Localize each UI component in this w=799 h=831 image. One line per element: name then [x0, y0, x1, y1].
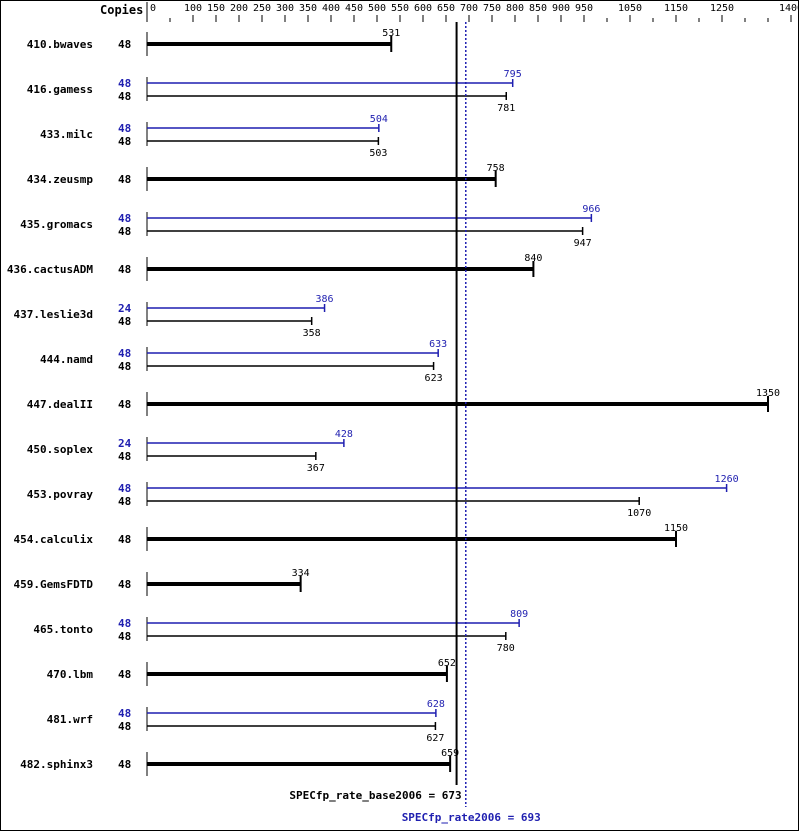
base-value: 1350 [756, 388, 780, 399]
tick-label: 550 [391, 3, 409, 14]
peak-value: 1260 [715, 474, 739, 485]
peak-copies: 48 [118, 617, 131, 630]
benchmark-name: 450.soplex [27, 443, 94, 456]
peak-copies: 48 [118, 77, 131, 90]
base-copies: 48 [118, 578, 131, 591]
peak-copies: 24 [118, 302, 132, 315]
base-copies: 48 [118, 315, 131, 328]
base-copies: 48 [118, 450, 131, 463]
peak-value: 633 [429, 339, 447, 350]
benchmark-name: 435.gromacs [20, 218, 93, 231]
base-copies: 48 [118, 90, 131, 103]
benchmark-name: 436.cactusADM [7, 263, 93, 276]
base-copies: 48 [118, 495, 131, 508]
peak-value: 428 [335, 429, 353, 440]
base-copies: 48 [118, 668, 131, 681]
base-copies: 48 [118, 225, 131, 238]
benchmark-name: 416.gamess [27, 83, 93, 96]
tick-label: 650 [437, 3, 455, 14]
base-value: 623 [425, 373, 443, 384]
base-copies: 48 [118, 173, 131, 186]
base-copies: 48 [118, 263, 131, 276]
base-copies: 48 [118, 398, 131, 411]
base-copies: 48 [118, 630, 131, 643]
peak-copies: 48 [118, 347, 131, 360]
peak-copies: 48 [118, 482, 131, 495]
tick-label: 500 [368, 3, 386, 14]
tick-label: 1150 [664, 3, 688, 14]
benchmark-name: 444.namd [40, 353, 93, 366]
base-copies: 48 [118, 360, 131, 373]
tick-label: 100 [184, 3, 202, 14]
tick-label: 350 [299, 3, 317, 14]
base-value: 652 [438, 658, 456, 669]
peak-value: 386 [316, 294, 334, 305]
benchmark-name: 437.leslie3d [14, 308, 93, 321]
base-copies: 48 [118, 758, 131, 771]
tick-label: 600 [414, 3, 432, 14]
base-value: 781 [497, 103, 515, 114]
tick-label: 0 [150, 3, 156, 14]
base-value: 627 [426, 733, 444, 744]
benchmark-name: 454.calculix [14, 533, 94, 546]
tick-label: 450 [345, 3, 363, 14]
benchmark-name: 459.GemsFDTD [14, 578, 94, 591]
benchmark-name: 433.milc [40, 128, 93, 141]
tick-label: 1400 [779, 3, 799, 14]
peak-mean-label: SPECfp_rate2006 = 693 [402, 811, 541, 824]
base-value: 503 [369, 148, 387, 159]
benchmark-name: 465.tonto [33, 623, 93, 636]
peak-copies: 48 [118, 122, 131, 135]
tick-label: 1050 [618, 3, 642, 14]
benchmark-name: 453.povray [27, 488, 94, 501]
base-value: 840 [524, 253, 542, 264]
base-value: 780 [497, 643, 515, 654]
base-copies: 48 [118, 720, 131, 733]
base-value: 659 [441, 748, 459, 759]
peak-copies: 48 [118, 212, 131, 225]
base-value: 334 [292, 568, 310, 579]
tick-label: 1250 [710, 3, 734, 14]
tick-label: 700 [460, 3, 478, 14]
benchmark-name: 410.bwaves [27, 38, 93, 51]
base-copies: 48 [118, 38, 131, 51]
base-value: 1150 [664, 523, 688, 534]
benchmark-name: 481.wrf [47, 713, 93, 726]
peak-value: 966 [582, 204, 600, 215]
tick-label: 850 [529, 3, 547, 14]
tick-label: 750 [483, 3, 501, 14]
tick-label: 300 [276, 3, 294, 14]
base-value: 531 [382, 28, 400, 39]
tick-label: 900 [552, 3, 570, 14]
peak-copies: 24 [118, 437, 132, 450]
peak-value: 504 [370, 114, 388, 125]
base-copies: 48 [118, 135, 131, 148]
peak-value: 628 [427, 699, 445, 710]
base-copies: 48 [118, 533, 131, 546]
peak-value: 795 [504, 69, 522, 80]
benchmark-name: 447.dealII [27, 398, 93, 411]
benchmark-name: 434.zeusmp [27, 173, 94, 186]
base-value: 1070 [627, 508, 651, 519]
peak-copies: 48 [118, 707, 131, 720]
tick-label: 150 [207, 3, 225, 14]
tick-label: 200 [230, 3, 248, 14]
tick-label: 400 [322, 3, 340, 14]
benchmark-name: 482.sphinx3 [20, 758, 93, 771]
base-value: 947 [574, 238, 592, 249]
benchmark-name: 470.lbm [47, 668, 94, 681]
tick-label: 800 [506, 3, 524, 14]
base-value: 358 [303, 328, 321, 339]
base-value: 758 [487, 163, 505, 174]
copies-header: Copies [100, 3, 143, 17]
tick-label: 950 [575, 3, 593, 14]
base-value: 367 [307, 463, 325, 474]
tick-label: 250 [253, 3, 271, 14]
peak-value: 809 [510, 609, 528, 620]
base-mean-label: SPECfp_rate_base2006 = 673 [289, 789, 461, 802]
